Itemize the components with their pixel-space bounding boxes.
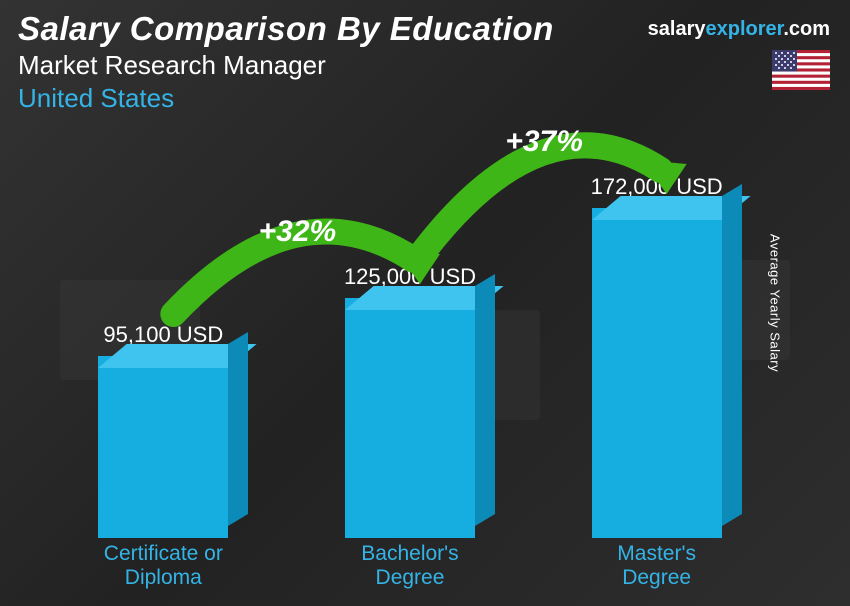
arcs-layer [0,130,820,596]
brand-part1: salary [648,18,706,40]
brand-part2: explorer [705,18,783,40]
increase-arc [420,145,661,256]
chart-subtitle: Market Research Manager [18,50,832,81]
y-axis-label: Average Yearly Salary [767,234,782,372]
chart-area: 95,100 USD Certificate orDiploma 125,000… [0,130,820,596]
us-flag-icon [772,50,830,90]
brand-part3: .com [783,18,830,40]
increase-percent: +37% [505,125,583,159]
increase-percent: +32% [259,215,337,249]
chart-country: United States [18,83,832,114]
brand-logo: salaryexplorer.com [648,18,830,41]
